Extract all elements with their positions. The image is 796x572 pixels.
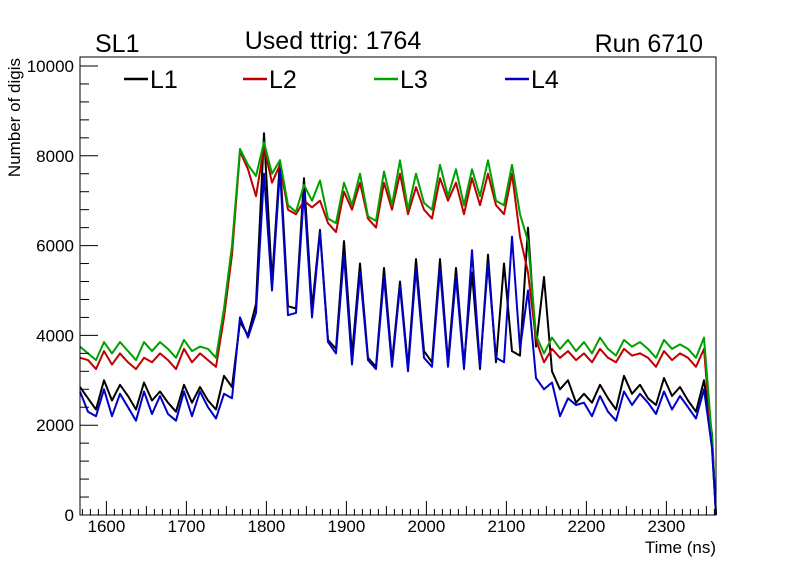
x-tick-label: 2300 xyxy=(647,517,685,536)
x-tick-label: 2100 xyxy=(487,517,525,536)
plot-lines xyxy=(79,132,717,516)
x-tick-label: 1600 xyxy=(87,517,125,536)
y-axis: 0 2000 4000 6000 8000 10000 xyxy=(27,57,98,525)
legend-label-l3: L3 xyxy=(400,66,428,94)
x-tick-label: 2000 xyxy=(407,517,445,536)
legend-label-l1: L1 xyxy=(150,66,178,94)
series-line-l1 xyxy=(79,132,717,516)
x-axis-label: Time (ns) xyxy=(645,538,716,557)
series-line-l4 xyxy=(79,168,717,516)
left-label: SL1 xyxy=(95,30,139,58)
y-tick-label: 8000 xyxy=(36,147,74,166)
y-axis-label: Number of digis xyxy=(5,58,24,177)
legend-label-l4: L4 xyxy=(531,66,559,94)
y-tick-label: 2000 xyxy=(36,416,74,435)
x-tick-label: 2200 xyxy=(567,517,605,536)
y-tick-label: 0 xyxy=(65,506,74,525)
x-axis: 1600 1700 1800 1900 2000 2100 2200 2300 xyxy=(81,501,715,536)
series-line-l2 xyxy=(79,145,717,516)
y-tick-label: 4000 xyxy=(36,326,74,345)
x-tick-label: 1700 xyxy=(167,517,205,536)
series-line-l3 xyxy=(79,141,717,516)
legend-label-l2: L2 xyxy=(269,66,297,94)
x-tick-label: 1900 xyxy=(327,517,365,536)
right-label: Run 6710 xyxy=(595,30,703,58)
y-tick-label: 6000 xyxy=(36,237,74,256)
x-tick-label: 1800 xyxy=(247,517,285,536)
chart-title: Used ttrig: 1764 xyxy=(245,27,422,55)
legend: L1 L2 L3 L4 xyxy=(124,66,559,94)
y-tick-label: 10000 xyxy=(27,57,74,76)
plot-frame xyxy=(79,56,717,516)
